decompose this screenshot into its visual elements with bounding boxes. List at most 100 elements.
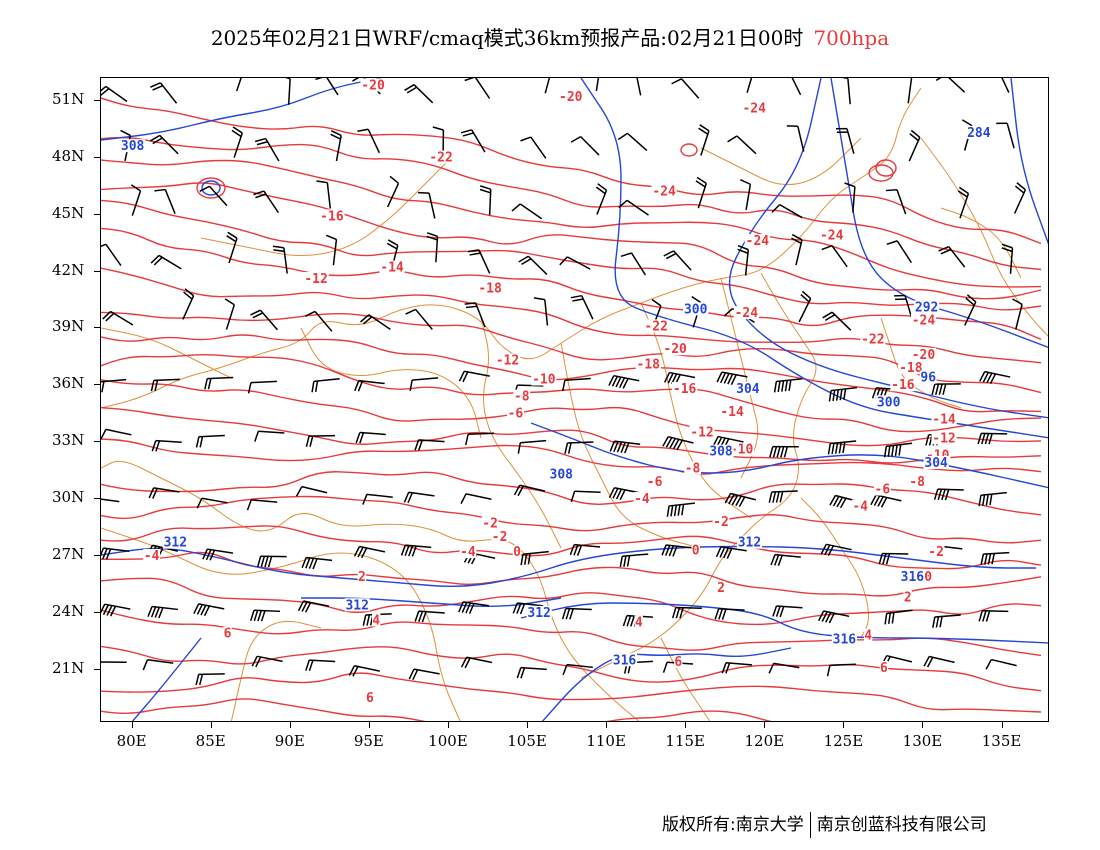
lon-label: 90E xyxy=(274,732,305,750)
wind-barb xyxy=(786,125,805,152)
label-bg xyxy=(672,382,698,396)
wind-barb xyxy=(408,668,440,681)
geopotential-label: 316 xyxy=(613,653,637,668)
wind-barb xyxy=(698,124,710,156)
copyright-divider xyxy=(809,812,811,838)
wind-barb xyxy=(878,552,909,565)
wind-barb xyxy=(409,377,439,392)
temperature-label: -4 xyxy=(852,500,868,515)
lat-label: 21N xyxy=(52,658,85,677)
wind-barb xyxy=(458,601,489,614)
temperature-label: 2 xyxy=(717,581,725,596)
province-borders xyxy=(101,87,1048,721)
label-bg xyxy=(428,150,454,164)
label-bg xyxy=(903,590,912,604)
temperature-label: -24 xyxy=(820,228,844,243)
isotherm-line xyxy=(101,645,1042,692)
label-bg xyxy=(481,516,499,530)
wind-barb xyxy=(151,439,182,452)
wind-barb xyxy=(791,78,802,96)
wind-barb xyxy=(149,134,179,155)
wind-barb xyxy=(311,378,340,393)
map-canvas: -20-20-24-22-24-16-24 -24-14-12-18-24-24-… xyxy=(101,78,1048,721)
label-bg xyxy=(735,382,761,396)
isotherm-line xyxy=(101,136,1042,271)
temperature-label: -16 xyxy=(673,382,697,397)
isotherm-line xyxy=(101,525,1042,570)
wind-barb xyxy=(870,494,902,508)
wind-barb xyxy=(353,545,386,559)
temperature-label: -22 xyxy=(429,151,452,166)
lat-tick xyxy=(94,668,100,670)
title-level: 700hpa xyxy=(813,26,890,50)
wind-barb xyxy=(883,442,913,458)
geopotential-label: 312 xyxy=(164,536,187,551)
label-bg xyxy=(910,313,937,327)
lat-tick xyxy=(94,99,100,101)
label-bg xyxy=(634,615,643,629)
geopotential-label: 308 xyxy=(709,445,733,460)
wind-barb xyxy=(569,543,601,556)
wind-barb xyxy=(570,294,594,320)
wind-barb xyxy=(562,663,593,676)
wind-barb xyxy=(130,184,142,216)
lon-label: 105E xyxy=(507,732,547,750)
wind-barb xyxy=(663,250,692,271)
lat-label: 36N xyxy=(52,374,85,393)
wind-barb xyxy=(295,485,328,497)
wind-barb xyxy=(362,493,393,505)
label-bg xyxy=(611,653,638,667)
wind-barb xyxy=(460,656,493,669)
border-line xyxy=(230,620,322,721)
wind-barb xyxy=(826,663,856,677)
wind-barb xyxy=(305,659,336,672)
lon-label: 95E xyxy=(353,732,384,750)
geopotential-label: 312 xyxy=(527,606,550,621)
lon-label: 110E xyxy=(586,732,626,750)
wind-barb xyxy=(636,78,642,96)
wind-barb xyxy=(1012,298,1023,330)
wind-barb xyxy=(771,203,803,219)
wind-barb xyxy=(150,82,178,104)
wind-barb xyxy=(101,498,120,503)
wind-barb xyxy=(250,309,278,331)
lon-tick xyxy=(527,722,529,728)
geopotential-label: 300 xyxy=(877,395,901,410)
temperature-label: 0 xyxy=(513,545,521,560)
border-line xyxy=(101,460,640,721)
wind-barb xyxy=(908,129,921,162)
wind-barb xyxy=(695,176,708,209)
label-bg xyxy=(365,691,375,705)
label-bg xyxy=(910,347,937,361)
temperature-label: -12 xyxy=(496,354,519,369)
isotherm-line xyxy=(101,199,1042,311)
wind-barb xyxy=(182,288,195,320)
lat-label: 51N xyxy=(52,89,85,108)
wind-barb xyxy=(297,600,330,613)
temperature-label: -6 xyxy=(875,483,891,498)
border-line xyxy=(560,342,702,549)
temperature-label: 6 xyxy=(880,661,888,676)
label-bg xyxy=(635,357,661,371)
label-bg xyxy=(494,353,521,367)
temperature-label: -22 xyxy=(861,333,884,348)
map-frame: -20 -20 -24 -22 -24 -16 -24 -24 -14 -12 -18 -24 -24-… xyxy=(100,77,1049,722)
lon-label: 100E xyxy=(428,732,468,750)
wind-barb xyxy=(150,254,182,270)
isotherm-line xyxy=(101,672,1042,713)
geopotential-label: 304 xyxy=(736,382,760,397)
wind-barb xyxy=(817,610,850,624)
geopotential-label: 312 xyxy=(345,598,368,613)
lat-tick xyxy=(94,156,100,158)
temperature-label: -24 xyxy=(652,185,676,200)
geopotential-contours xyxy=(101,78,1048,721)
wind-barb xyxy=(251,655,283,668)
wind-barb xyxy=(520,550,549,566)
temperature-label: -8 xyxy=(514,390,530,405)
label-bg xyxy=(931,431,957,445)
copyright: 版权所有:南京大学 南京创蓝科技有限公司 xyxy=(662,810,987,838)
wind-barb xyxy=(355,431,386,444)
temperature-label: -8 xyxy=(909,475,925,490)
label-bg xyxy=(716,581,726,595)
height-contour xyxy=(131,637,202,721)
